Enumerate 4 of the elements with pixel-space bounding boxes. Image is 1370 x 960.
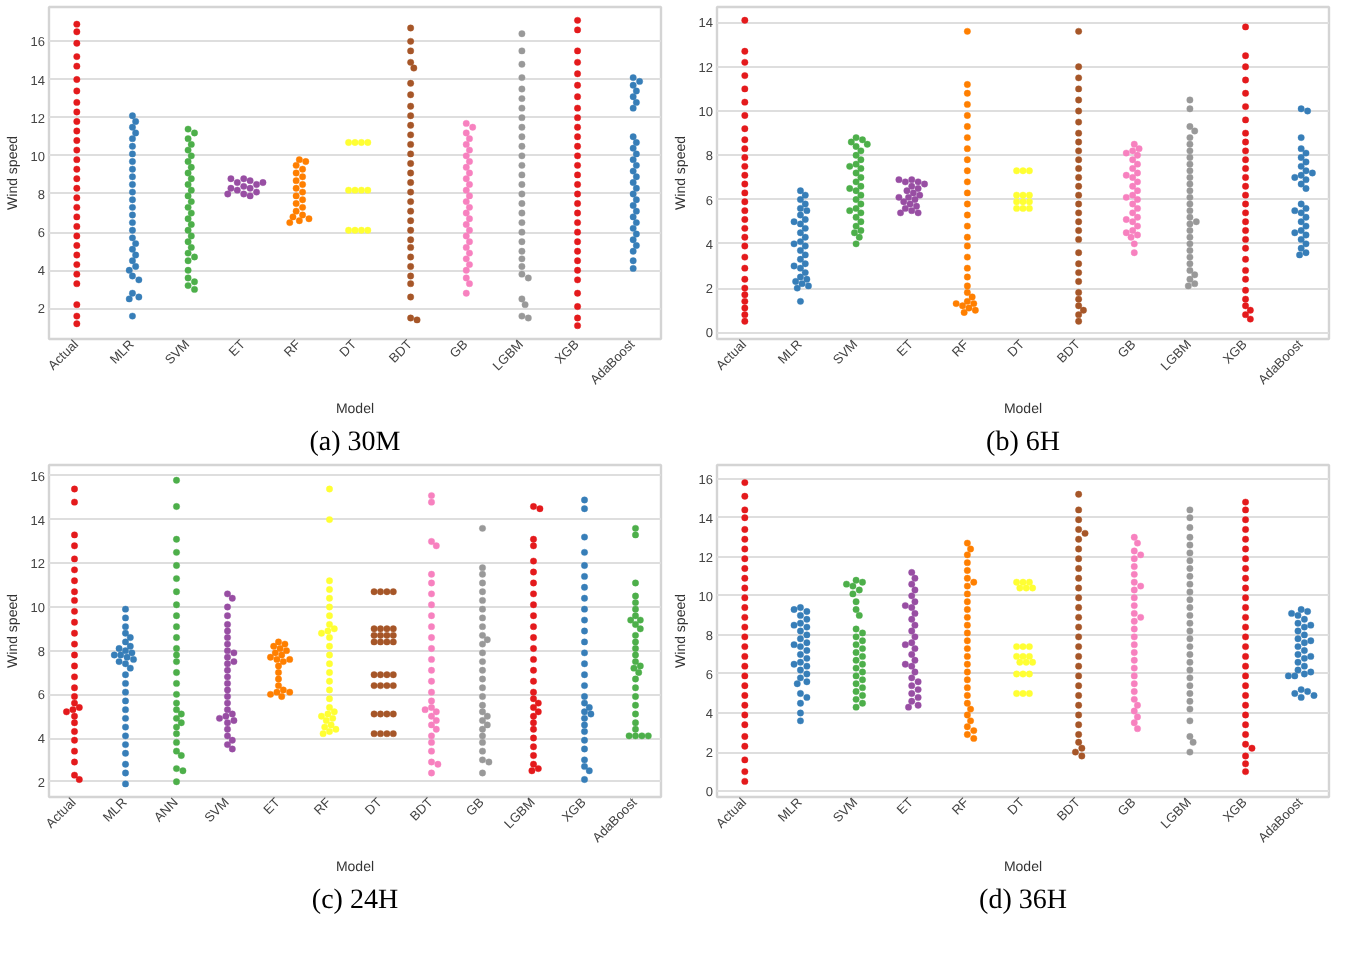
text: (b) 6H xyxy=(986,428,1060,458)
text: (a) 30M xyxy=(309,428,402,458)
text: (c) 24H xyxy=(311,886,399,916)
text: (d) 36H xyxy=(979,886,1067,916)
